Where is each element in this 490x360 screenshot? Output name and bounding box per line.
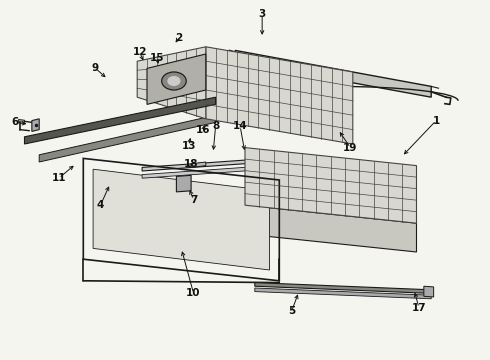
Circle shape: [168, 77, 180, 85]
Text: 11: 11: [51, 173, 66, 183]
Polygon shape: [93, 169, 270, 270]
Polygon shape: [235, 50, 431, 97]
Text: 16: 16: [196, 125, 211, 135]
Polygon shape: [255, 283, 431, 293]
Polygon shape: [32, 119, 39, 131]
Polygon shape: [147, 54, 206, 104]
Polygon shape: [142, 166, 270, 178]
Circle shape: [162, 72, 186, 90]
Polygon shape: [24, 97, 216, 144]
Text: 17: 17: [412, 303, 426, 313]
Text: 19: 19: [343, 143, 358, 153]
Text: 5: 5: [288, 306, 295, 316]
Text: 18: 18: [184, 159, 198, 169]
Polygon shape: [255, 288, 431, 299]
Polygon shape: [142, 157, 294, 171]
Text: 1: 1: [433, 116, 440, 126]
Polygon shape: [245, 148, 416, 223]
Polygon shape: [424, 286, 434, 297]
Polygon shape: [206, 47, 353, 144]
Text: 12: 12: [132, 47, 147, 57]
Text: 9: 9: [92, 63, 99, 73]
Polygon shape: [245, 205, 416, 252]
Text: 4: 4: [97, 200, 104, 210]
Text: 3: 3: [259, 9, 266, 19]
Text: 2: 2: [175, 33, 182, 43]
Text: 6: 6: [11, 117, 18, 127]
Text: 7: 7: [190, 195, 197, 205]
Polygon shape: [19, 120, 25, 122]
Polygon shape: [137, 47, 206, 119]
Polygon shape: [176, 175, 191, 192]
Text: 13: 13: [181, 141, 196, 151]
Polygon shape: [191, 162, 206, 167]
Text: 15: 15: [149, 53, 164, 63]
Text: 8: 8: [212, 121, 219, 131]
Text: 10: 10: [186, 288, 201, 298]
Text: 14: 14: [233, 121, 247, 131]
Polygon shape: [39, 115, 216, 162]
